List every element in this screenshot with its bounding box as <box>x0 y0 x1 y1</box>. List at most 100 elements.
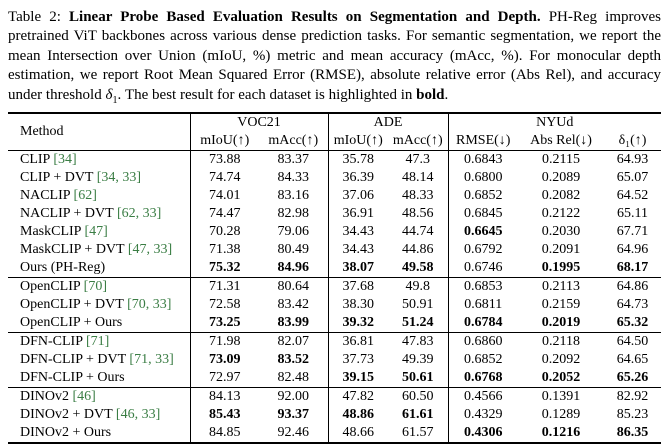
value-cell: 82.98 <box>277 206 310 222</box>
value-cell: 0.4566 <box>447 387 518 407</box>
table-row: CLIP + DVT [34, 33] 74.74 84.33 36.39 48.14 0… <box>8 169 661 188</box>
method-cell: MaskCLIP + DVT [47, 33] <box>8 241 190 259</box>
value-cell: 47.82 <box>327 387 388 407</box>
value-cell: 0.2122 <box>541 206 581 222</box>
value-cell: 37.73 <box>327 351 388 370</box>
citation-link[interactable]: [62, 33] <box>116 206 162 222</box>
header-metric-row: mIoU(↑) mAcc(↑) mIoU(↑) mAcc(↑) RMSE(↓) … <box>8 132 661 151</box>
value-cell: 65.11 <box>617 206 648 222</box>
column-header-nyud-rmse: RMSE(↓) <box>447 132 518 151</box>
value-cell: 0.2091 <box>541 242 581 258</box>
citation-link[interactable]: [34, 33] <box>96 170 142 186</box>
value-cell: 0.6768 <box>447 369 518 388</box>
value-cell: 83.16 <box>277 188 310 204</box>
table-row: Ours (PH-Reg) 75.32 84.96 38.07 49.58 0.6746 0… <box>8 259 661 278</box>
method-cell: CLIP [34] <box>8 151 190 170</box>
value-cell: 64.50 <box>616 334 649 350</box>
value-cell: 84.33 <box>277 170 310 186</box>
caption-segment: Table 2: <box>8 9 70 25</box>
value-cell: 64.96 <box>616 242 649 258</box>
citation-link[interactable]: [62] <box>73 188 97 204</box>
value-cell: 51.24 <box>402 315 434 331</box>
citation-link[interactable]: [70, 33] <box>127 297 172 313</box>
value-cell: 35.78 <box>327 150 388 170</box>
value-cell: 65.32 <box>616 315 649 331</box>
method-name: DFN-CLIP + DVT <box>20 352 130 368</box>
method-cell: NACLIP + DVT [62, 33] <box>8 205 190 223</box>
value-cell: 0.6852 <box>447 351 518 370</box>
method-name: Ours (PH-Reg) <box>20 260 106 276</box>
value-cell: 48.66 <box>327 424 388 444</box>
value-cell: 48.86 <box>327 406 388 425</box>
value-cell: 0.2030 <box>541 224 581 240</box>
value-cell: 61.61 <box>402 407 434 423</box>
value-cell: 80.64 <box>277 279 310 295</box>
value-cell: 65.26 <box>616 370 649 386</box>
column-header-nyud-absrel: Abs Rel(↓) <box>530 133 592 149</box>
value-cell: 83.99 <box>277 315 310 331</box>
value-cell: 84.85 <box>189 424 259 444</box>
column-group-ade: ADE <box>327 113 448 133</box>
value-cell: 73.88 <box>189 150 259 170</box>
value-cell: 85.23 <box>616 407 649 423</box>
caption-segment: . <box>444 86 449 103</box>
table-row: OpenCLIP [70] 71.31 80.64 37.68 49.8 0.6853 0.… <box>8 277 661 297</box>
method-cell: DFN-CLIP + DVT [71, 33] <box>8 351 190 369</box>
caption-segment: bold <box>416 86 445 103</box>
value-cell: 0.2052 <box>541 370 581 386</box>
value-cell: 0.6746 <box>447 259 518 278</box>
value-cell: 64.52 <box>616 188 649 204</box>
value-cell: 0.2019 <box>541 315 581 331</box>
column-group-voc21: VOC21 <box>189 113 328 133</box>
value-cell: 0.2089 <box>541 170 581 186</box>
value-cell: 0.1391 <box>541 389 581 405</box>
value-cell: 64.73 <box>616 297 649 313</box>
method-cell: DINOv2 [46] <box>8 388 190 407</box>
value-cell: 49.58 <box>402 260 434 276</box>
method-cell: DFN-CLIP + Ours <box>8 369 190 388</box>
value-cell: 0.6811 <box>447 296 518 315</box>
value-cell: 34.43 <box>327 223 388 242</box>
method-name: NACLIP + DVT <box>20 206 117 222</box>
citation-link[interactable]: [47, 33] <box>127 242 173 258</box>
value-cell: 73.25 <box>189 314 259 333</box>
value-cell: 80.49 <box>277 242 310 258</box>
table-group: OpenCLIP [70] 71.31 80.64 37.68 49.8 0.6853 0.… <box>8 277 662 333</box>
value-cell: 92.46 <box>277 425 310 441</box>
value-cell: 92.00 <box>277 389 310 405</box>
value-cell: 0.2159 <box>541 297 581 313</box>
value-cell: 0.6784 <box>447 314 518 333</box>
table-group: CLIP [34] 73.88 83.37 35.78 47.3 0.6843 0.2115… <box>8 150 662 278</box>
value-cell: 0.6860 <box>447 332 518 352</box>
value-cell: 72.97 <box>189 369 259 388</box>
value-cell: 73.09 <box>189 351 259 370</box>
value-cell: 34.43 <box>327 241 388 260</box>
method-name: DINOv2 <box>20 389 73 405</box>
method-cell: CLIP + DVT [34, 33] <box>8 169 190 187</box>
value-cell: 72.58 <box>189 296 259 315</box>
citation-link[interactable]: [34] <box>53 152 77 168</box>
method-name: CLIP <box>20 152 54 168</box>
value-cell: 74.74 <box>189 169 259 188</box>
value-cell: 0.2118 <box>542 334 580 350</box>
value-cell: 0.1216 <box>541 425 581 441</box>
citation-link[interactable]: [70] <box>83 279 107 295</box>
value-cell: 0.6843 <box>447 150 518 170</box>
citation-link[interactable]: [46] <box>72 389 96 405</box>
caption-segment: PH-Reg improves pretrained ViT backbones… <box>8 9 661 103</box>
value-cell: 0.1289 <box>541 407 581 423</box>
value-cell: 85.43 <box>189 406 259 425</box>
value-cell: 48.33 <box>402 188 434 204</box>
value-cell: 39.15 <box>327 369 388 388</box>
citation-link[interactable]: [46, 33] <box>115 407 161 423</box>
citation-link[interactable]: [47] <box>84 224 108 240</box>
value-cell: 79.06 <box>277 224 310 240</box>
value-cell: 0.6645 <box>447 223 518 242</box>
citation-link[interactable]: [71, 33] <box>129 352 174 368</box>
method-name: OpenCLIP + Ours <box>20 315 123 331</box>
citation-link[interactable]: [71] <box>86 334 110 350</box>
value-cell: 0.4306 <box>447 424 518 444</box>
value-cell: 86.35 <box>616 425 649 441</box>
value-cell: 71.38 <box>189 241 259 260</box>
